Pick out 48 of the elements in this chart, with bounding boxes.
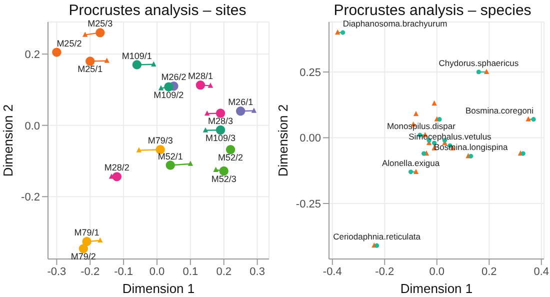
annotation: M26/1: [228, 97, 254, 108]
annotation: M52/2: [218, 152, 244, 163]
annotation: Monospilus.dispar: [386, 121, 456, 132]
x-tick-label: -0.1: [114, 266, 134, 278]
annotation: Ceriodaphnia.reticulata: [333, 232, 421, 242]
x-tick-label: 0.1: [182, 266, 198, 278]
annotation: Chydorus.sphaericus: [438, 58, 519, 68]
chart-title: Procrustes analysis – sites: [68, 2, 248, 19]
annotation: M109/3: [206, 132, 236, 143]
x-tick-label: 0.0: [429, 266, 445, 278]
y-tick-label: 0.2: [24, 48, 40, 61]
x-tick-label: -0.2: [375, 266, 394, 278]
annotation: Alonella.exigua: [382, 158, 440, 168]
x-tick-label: 0.0: [149, 266, 165, 278]
annotation: M25/3: [88, 18, 113, 29]
annotation: Simocephalus.vetulus: [408, 132, 492, 142]
y-tick-label: 0.0: [24, 120, 40, 132]
x-tick-label: 0.2: [481, 266, 497, 278]
annotation: M25/2: [56, 38, 82, 48]
annotation: M28/1: [188, 71, 213, 82]
y-axis-title: Dimension 2: [0, 104, 16, 177]
annotation: M28/2: [104, 162, 130, 173]
annotation: M79/1: [74, 228, 100, 238]
annotation: M79/2: [70, 252, 96, 262]
x-axis-title: Dimension 1: [400, 281, 473, 296]
y-axis-title: Dimension 2: [276, 104, 291, 177]
annotation: M79/3: [148, 136, 173, 146]
x-tick-label: -0.3: [47, 266, 66, 278]
x-tick-label: -0.2: [80, 266, 100, 278]
y-tick-label: -0.25: [296, 198, 321, 210]
annotation: M52/1: [158, 151, 183, 162]
annotation: M109/2: [154, 90, 184, 100]
chart-title: Procrustes analysis – species: [332, 2, 532, 19]
annotation: M25/1: [78, 64, 103, 74]
y-tick-label: 0.25: [300, 66, 321, 79]
annotation: M28/3: [208, 116, 234, 126]
y-tick-label: -0.2: [21, 192, 40, 204]
y-tick-label: 0.00: [300, 132, 321, 145]
annotation: M109/1: [122, 50, 152, 61]
x-axis-title: Dimension 1: [122, 281, 195, 296]
x-tick-label: 0.2: [216, 266, 232, 278]
x-tick-label: 0.4: [534, 266, 550, 278]
annotation: Bosmina.coregoni: [466, 105, 534, 116]
annotation: M52/3: [211, 174, 236, 184]
annotation: M26/2: [161, 72, 186, 82]
annotation: Diaphanosoma.brachyurum: [342, 18, 448, 29]
x-tick-label: -0.4: [322, 266, 342, 278]
x-tick-label: 0.3: [250, 266, 265, 278]
